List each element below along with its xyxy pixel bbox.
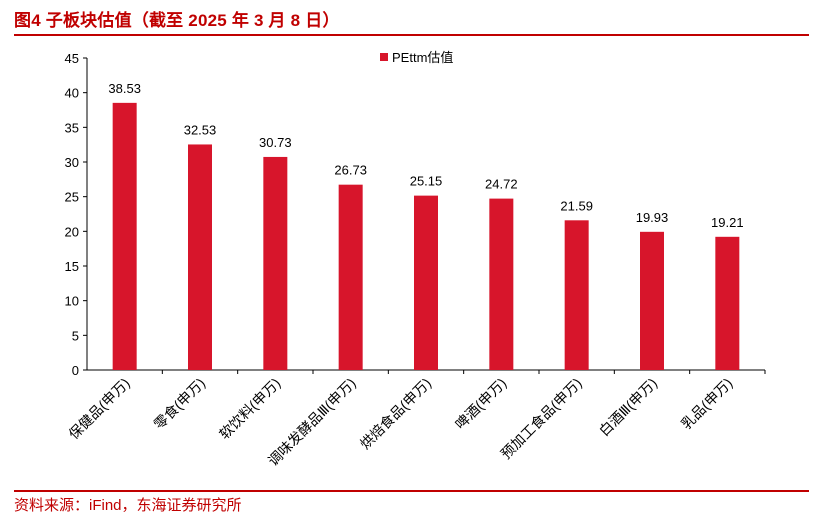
y-tick-label: 40 — [65, 86, 79, 101]
bar — [112, 102, 137, 370]
data-label: 38.53 — [108, 81, 141, 96]
data-label: 21.59 — [560, 198, 593, 213]
x-axis: 保健品(申万) 零食(申万) 软饮料(申万)调味发酵品Ⅲ(申万)烘焙食品(申万) 啤酒… — [65, 369, 766, 469]
bar — [414, 195, 438, 370]
bar — [564, 220, 589, 370]
data-label: 32.53 — [184, 122, 217, 137]
y-tick-label: 5 — [72, 328, 79, 343]
data-label: 19.93 — [636, 210, 669, 225]
data-label: 26.73 — [334, 163, 367, 178]
y-tick-label: 30 — [65, 155, 79, 170]
bar — [489, 198, 514, 370]
legend-swatch — [380, 53, 388, 61]
y-tick-label: 45 — [65, 51, 79, 66]
y-tick-label: 20 — [65, 224, 79, 239]
data-label: 30.73 — [259, 135, 292, 150]
x-tick-label: 零食(申万) — [151, 375, 209, 433]
y-tick-label: 35 — [65, 120, 79, 135]
legend-label: PEttm估值 — [392, 50, 453, 65]
x-tick-label: 软饮料(申万) — [216, 375, 283, 442]
title-divider — [14, 34, 809, 36]
x-tick-label: 白酒Ⅲ(申万) — [596, 375, 660, 439]
y-tick-label: 10 — [65, 294, 79, 309]
bar — [640, 231, 664, 370]
bar — [188, 144, 212, 370]
bar — [263, 156, 288, 370]
y-tick-label: 0 — [72, 363, 79, 378]
x-tick-label: 啤酒(申万) — [452, 375, 510, 433]
figure-title: 图4 子板块估值（截至 2025 年 3 月 8 日） — [14, 11, 340, 30]
data-label: 24.72 — [485, 177, 518, 192]
y-axis: 0 5 10 15 20 25 30 35 40 45 — [65, 51, 88, 378]
x-tick-label: 乳品(申万) — [678, 375, 736, 433]
x-tick-label: 保健品(申万) — [65, 375, 132, 442]
data-label: 19.21 — [711, 215, 744, 230]
y-tick-label: 25 — [65, 190, 79, 205]
legend: PEttm估值 — [380, 50, 453, 65]
source-note: 资料来源：iFind，东海证券研究所 — [14, 497, 242, 514]
data-label: 25.15 — [410, 174, 443, 189]
bar — [715, 236, 740, 370]
bar — [338, 184, 363, 370]
bar-series: 38.53 32.53 30.73 26.73 25.15 24.72 21.59 19.93… — [108, 81, 744, 370]
x-tick-label: 烘焙食品(申万) — [357, 375, 434, 452]
x-tick-label: 预加工食品(申万) — [498, 375, 585, 462]
source-divider — [14, 490, 809, 492]
y-tick-label: 15 — [65, 259, 79, 274]
